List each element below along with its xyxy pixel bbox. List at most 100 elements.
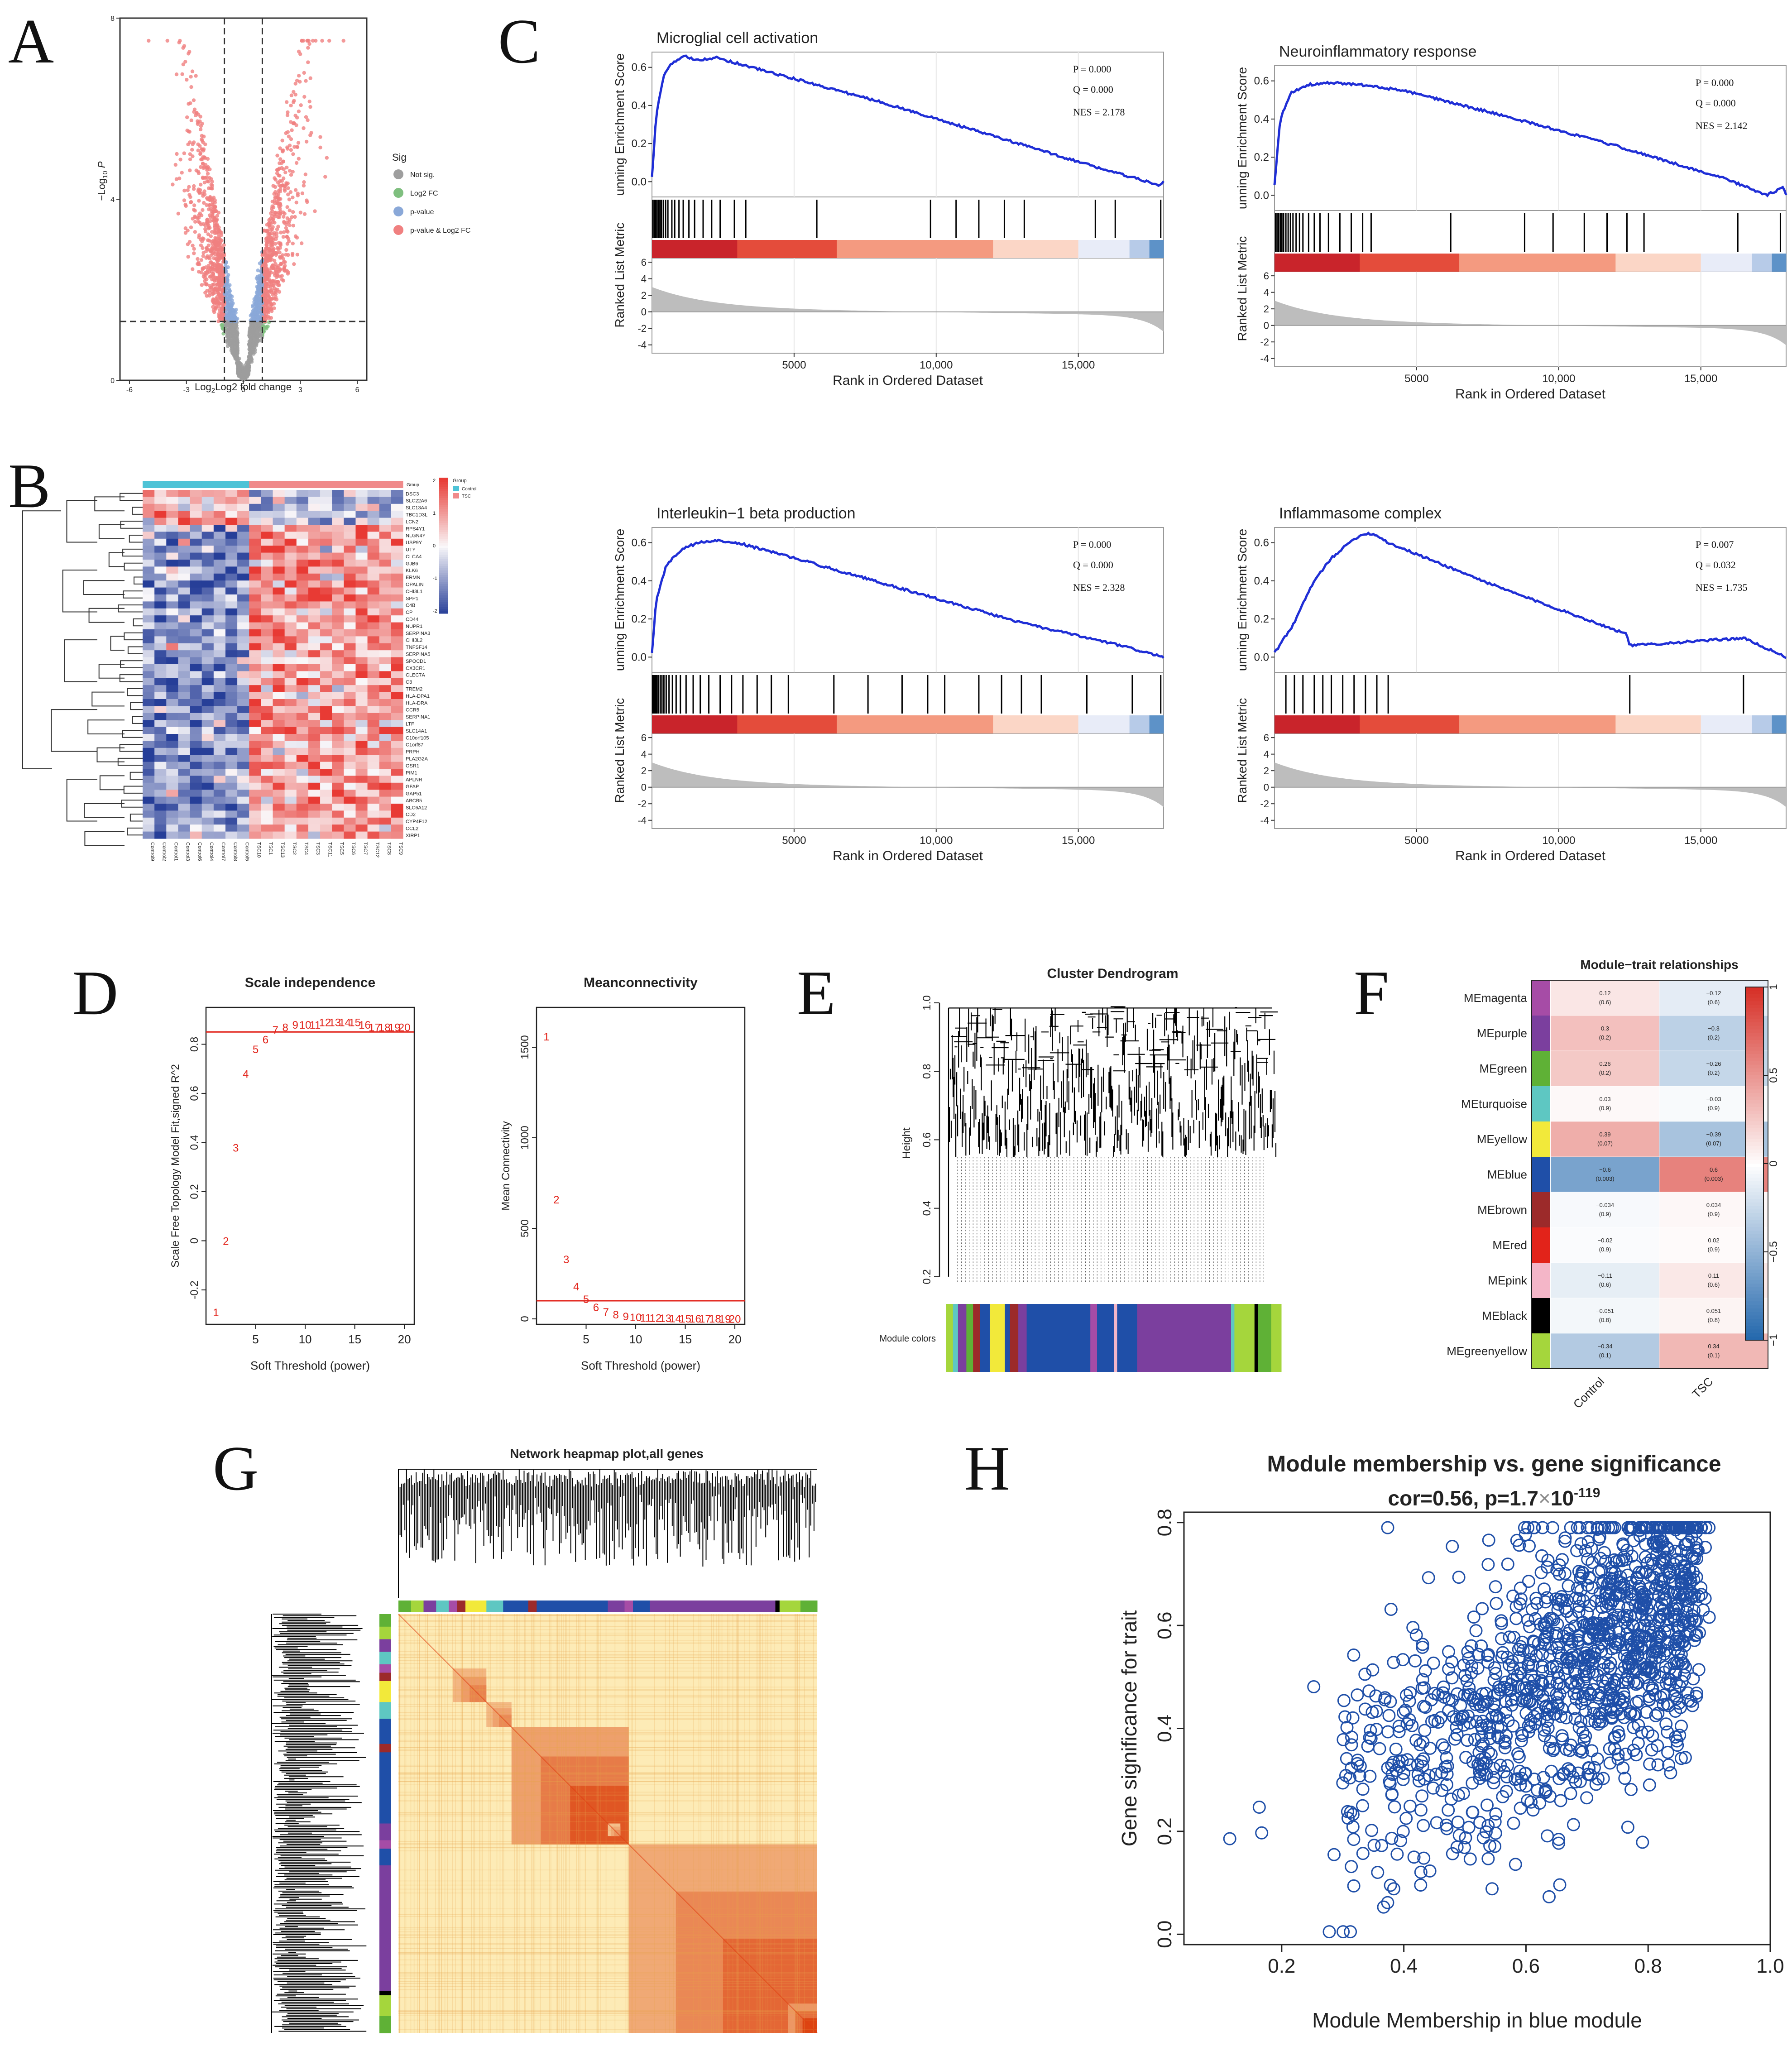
volcano-point (308, 76, 312, 80)
heatmap-cell (261, 796, 273, 804)
module-trait-pval: (0.8) (1708, 1317, 1720, 1323)
soft-threshold-point: 1 (213, 1307, 219, 1319)
network-heatmap-stripe (398, 1880, 817, 1882)
module-color-band (1117, 1304, 1138, 1372)
heatmap-cell (201, 755, 214, 762)
heatmap-cell (178, 678, 191, 685)
heatmap-cell (391, 490, 403, 497)
heatmap-cell (154, 560, 167, 567)
heatmap-cell (332, 748, 344, 755)
heatmap-cell (261, 622, 273, 630)
network-heatmap-stripe (398, 1655, 817, 1656)
volcano-point (277, 290, 282, 294)
heatmap-colorbar-tick: 2 (433, 478, 436, 484)
volcano-point (311, 38, 315, 43)
heatmap-gene-label: SLC14A1 (406, 728, 427, 734)
heatmap-colorbar-step (439, 516, 448, 519)
module-color-band (1137, 1304, 1231, 1372)
volcano-point (253, 348, 257, 352)
volcano-point (287, 197, 292, 201)
heatmap-cell (190, 643, 202, 651)
volcano-point (270, 309, 274, 313)
module-trait-colorbar-step (1745, 1033, 1763, 1037)
gsea-rank-strip (1772, 715, 1787, 733)
volcano-point (278, 161, 282, 165)
heatmap-cell (355, 741, 368, 748)
heatmap-cell (154, 601, 167, 609)
module-trait-cor: −0.051 (1596, 1308, 1614, 1314)
heatmap-cell (379, 671, 392, 679)
heatmap-cell (367, 497, 380, 504)
heatmap-cell (391, 587, 403, 595)
heatmap-cell (344, 643, 356, 651)
heatmap-cell (355, 532, 368, 539)
heatmap-cell (391, 601, 403, 609)
heatmap-cell (166, 643, 179, 651)
heatmap-cell (344, 727, 356, 734)
heatmap-cell (261, 503, 273, 511)
module-trait-cor: −0.034 (1596, 1202, 1614, 1208)
heatmap-cell (284, 622, 297, 630)
heatmap-cell (178, 790, 191, 797)
heatmap-cell (237, 824, 249, 832)
heatmap-cell (143, 518, 155, 525)
heatmap-cell (284, 790, 297, 797)
gsea-rank-strip (1701, 715, 1753, 733)
heatmap-cell (355, 720, 368, 728)
module-trait-colorbar-step (1745, 1301, 1763, 1305)
heatmap-cell (237, 650, 249, 658)
heatmap-cell (249, 741, 261, 748)
volcano-point (209, 234, 213, 238)
heatmap-cell (379, 580, 392, 588)
volcano-point (185, 115, 189, 120)
gsea-rank-strip (1772, 254, 1787, 272)
heatmap-cell (213, 804, 226, 811)
heatmap-cell (178, 817, 191, 825)
heatmap-cell (367, 685, 380, 693)
module-trait-colorbar-step (1745, 1036, 1763, 1040)
heatmap-cell (367, 532, 380, 539)
heatmap-cell (273, 643, 285, 651)
heatmap-cell (237, 804, 249, 811)
volcano-point (173, 163, 177, 167)
heatmap-colorbar-step (439, 584, 448, 587)
module-trait-cor: −0.12 (1706, 990, 1721, 997)
heatmap-cell (296, 776, 309, 783)
heatmap-cell (391, 518, 403, 525)
network-heatmap-stripe (578, 1614, 579, 2033)
network-heatmap-stripe (398, 1642, 817, 1644)
network-heatmap-stripe (556, 1614, 557, 2033)
volcano-point (205, 246, 209, 250)
heatmap-cell (367, 748, 380, 755)
heatmap-cell (166, 664, 179, 671)
heatmap-cell (391, 573, 403, 581)
heatmap-cell (154, 706, 167, 714)
heatmap-cell (249, 518, 261, 525)
heatmap-group-cell (273, 481, 285, 488)
heatmap-cell (213, 762, 226, 769)
heatmap-cell (178, 538, 191, 546)
volcano-point (266, 257, 270, 261)
volcano-point (182, 188, 187, 193)
heatmap-cell (213, 629, 226, 637)
heatmap-cell (249, 594, 261, 602)
module-trait-colorbar-step (1745, 1333, 1763, 1337)
heatmap-group-cell (201, 481, 214, 488)
heatmap-cell (273, 706, 285, 714)
heatmap-cell (261, 755, 273, 762)
heatmap-cell (284, 782, 297, 790)
heatmap-cell (154, 532, 167, 539)
heatmap-cell (237, 831, 249, 839)
heatmap-cell (344, 566, 356, 574)
module-trait-colorbar-step (1745, 1001, 1763, 1005)
heatmap-cell (190, 810, 202, 818)
volcano-point (192, 247, 196, 251)
heatmap-cell (249, 580, 261, 588)
heatmap-cell (344, 573, 356, 581)
heatmap-cell (273, 657, 285, 665)
heatmap-cell (273, 608, 285, 616)
heatmap-cell (367, 706, 380, 714)
heatmap-cell (320, 643, 332, 651)
module-trait-colorbar-step (1745, 1195, 1763, 1199)
module-name: MEblue (1487, 1168, 1527, 1181)
